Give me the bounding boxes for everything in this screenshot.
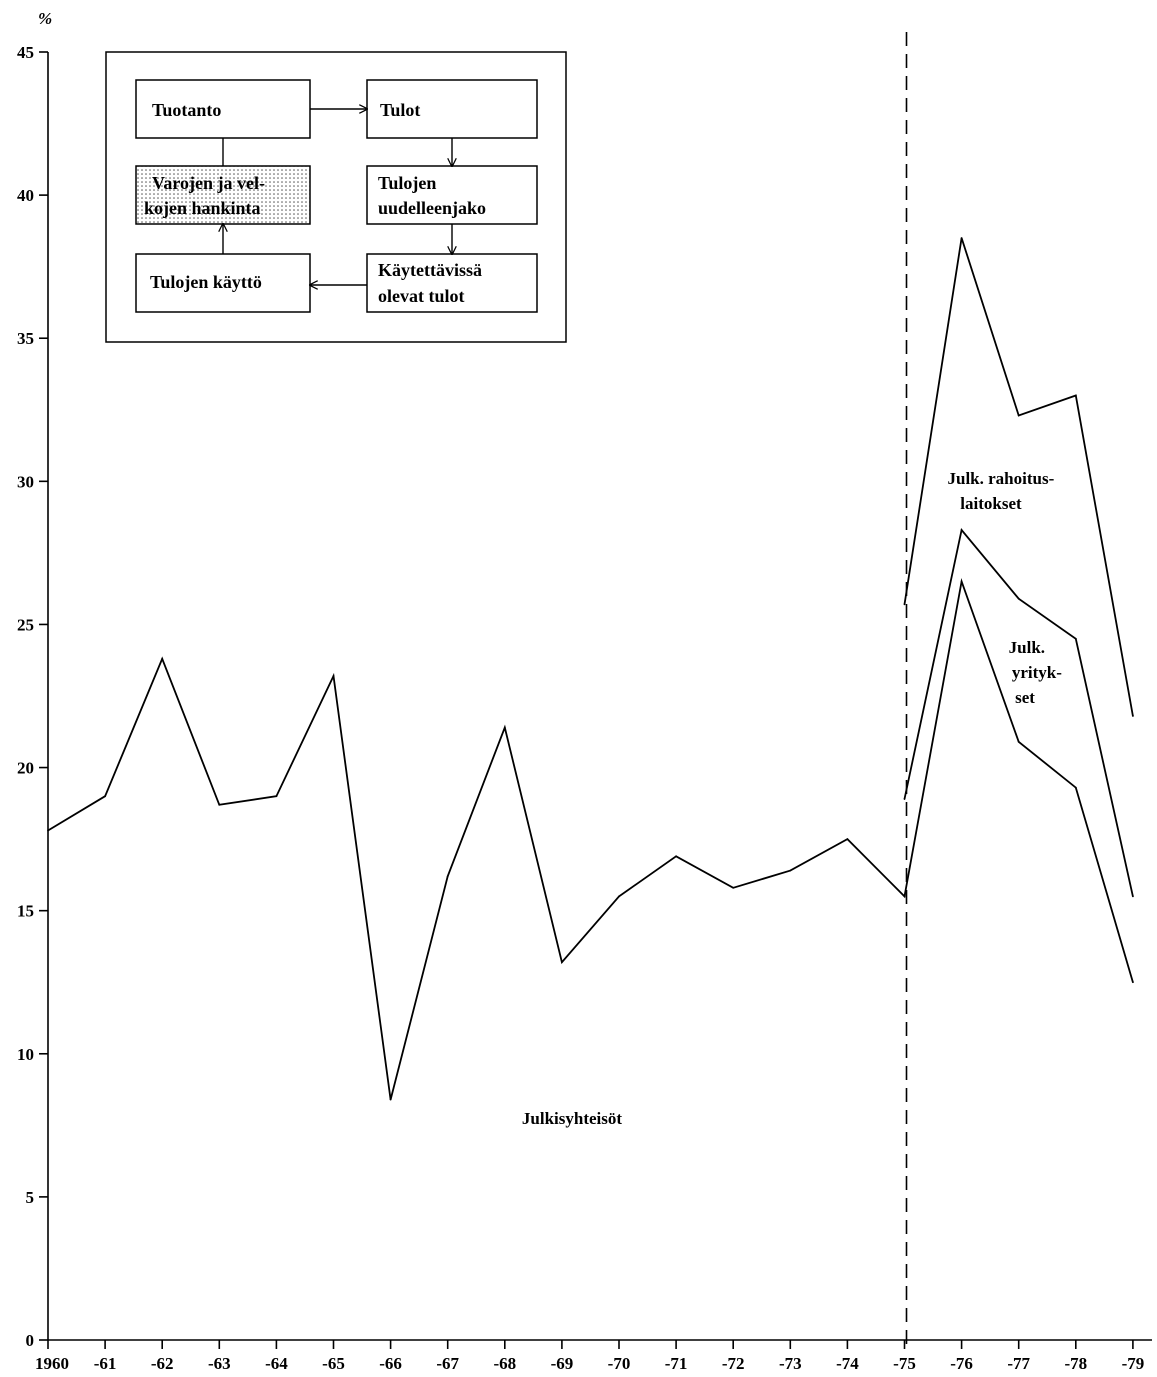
x-tick-label: -79	[1122, 1354, 1145, 1373]
x-tick-label: -61	[94, 1354, 117, 1373]
series-julk-yritykset-line	[903, 527, 1134, 897]
x-tick-label: -71	[665, 1354, 688, 1373]
series-layer	[47, 237, 1134, 1101]
box-uudelleenjako-label: Tulojen uudelleenjako	[378, 173, 486, 218]
series-julk-yritykset-point	[1132, 895, 1134, 898]
series-julkisyhteisot-point	[104, 795, 106, 798]
box-kaytettavissa-line2: olevat tulot	[378, 286, 464, 306]
series-julkisyhteisot-point	[732, 886, 735, 889]
y-axis-label: %	[38, 9, 52, 28]
series-label-yritykset: Julk. yrityk- set	[1009, 638, 1066, 707]
series-julkisyhteisot-point	[47, 829, 49, 832]
x-tick-label: -62	[151, 1354, 174, 1373]
x-tick-label: -76	[950, 1354, 973, 1373]
series-julkisyhteisot-point	[161, 657, 164, 660]
series-julkisyhteisot-point	[503, 726, 506, 729]
y-tick-label: 10	[17, 1045, 34, 1064]
y-tick-label: 15	[17, 902, 34, 921]
series-julkisyhteisot-point	[218, 803, 221, 806]
x-tick-label: -68	[493, 1354, 516, 1373]
series-julkisyhteisot-point	[675, 855, 677, 858]
box-hankinta-line2: kojen hankinta	[144, 198, 261, 218]
box-uudelleenjako-line1: Tulojen	[378, 173, 436, 193]
y-tick-label: 35	[17, 329, 34, 348]
series-julkisyhteisot-point	[1132, 981, 1134, 984]
y-tick-label: 5	[26, 1188, 35, 1207]
x-tick-label: -75	[893, 1354, 916, 1373]
series-julkisyhteisot-point	[960, 580, 963, 583]
series-julkisyhteisot-point	[561, 961, 563, 964]
x-tick-label: -66	[379, 1354, 402, 1373]
x-axis-ticks: 1960 -61 -62 -63 -64 -65 -66 -67 -68 -69 -70 -71 -72…	[35, 1340, 1144, 1373]
y-axis-ticks: 0 5 10 15 20 25 30 35 40 45	[17, 43, 48, 1350]
x-tick-label: -74	[836, 1354, 859, 1373]
series-julk-rahoituslaitokset-point	[1132, 715, 1134, 717]
series-julkisyhteisot-point	[1017, 740, 1020, 743]
x-tick-label: -70	[608, 1354, 631, 1373]
x-tick-label: -77	[1007, 1354, 1030, 1373]
box-hankinta-label: Varojen ja vel- kojen hankinta	[144, 173, 269, 218]
x-tick-label: -78	[1064, 1354, 1087, 1373]
box-kaytettavissa-label: Käytettävissä olevat tulot	[378, 260, 486, 306]
series-label-julkisyhteisot: Julkisyhteisöt	[522, 1109, 622, 1128]
x-tick-label: -65	[322, 1354, 345, 1373]
box-kaytettavissa-line1: Käytettävissä	[378, 260, 482, 280]
y-tick-label: 25	[17, 615, 34, 634]
series-label-rahoituslaitokset-line2: laitokset	[960, 494, 1022, 513]
series-julk-yritykset-point	[903, 798, 906, 800]
box-hankinta-line1: Varojen ja vel-	[152, 173, 265, 193]
flow-diagram-inset: Tuotanto Tulot Varojen ja vel- kojen han…	[105, 51, 567, 343]
series-julkisyhteisot-line	[47, 578, 1134, 1100]
y-tick-label: 40	[17, 186, 34, 205]
series-label-rahoituslaitokset-line1: Julk. rahoitus-	[948, 469, 1055, 488]
box-uudelleenjako-line2: uudelleenjako	[378, 198, 486, 218]
series-label-yritykset-line2: yrityk-	[1012, 663, 1062, 682]
x-tick-label: -72	[722, 1354, 745, 1373]
y-tick-label: 0	[26, 1331, 35, 1350]
series-julk-rahoituslaitokset-point	[903, 603, 906, 606]
series-julkisyhteisot-point	[332, 675, 335, 677]
series-julk-rahoituslaitokset-point	[1074, 394, 1077, 397]
box-kaytettavissa	[366, 253, 538, 313]
series-julkisyhteisot-point	[903, 895, 906, 898]
series-julk-yritykset-point	[1074, 637, 1077, 640]
series-julkisyhteisot-point	[846, 838, 849, 841]
x-tick-label: 1960	[35, 1354, 69, 1373]
y-tick-label: 20	[17, 759, 34, 778]
x-tick-label: -63	[208, 1354, 231, 1373]
box-tuotanto-label: Tuotanto	[152, 100, 221, 120]
box-tulot-label: Tulot	[380, 100, 420, 120]
series-julk-rahoituslaitokset-point	[1017, 414, 1020, 417]
series-label-yritykset-line3: set	[1015, 688, 1035, 707]
box-uudelleenjako	[366, 165, 538, 225]
series-julkisyhteisot-point	[275, 795, 278, 798]
x-tick-label: -67	[436, 1354, 459, 1373]
series-julk-rahoituslaitokset-point	[960, 237, 963, 239]
box-hankinta	[135, 165, 311, 225]
series-julk-yritykset-point	[960, 529, 963, 531]
series-julkisyhteisot-point	[789, 869, 792, 872]
x-tick-label: -69	[551, 1354, 574, 1373]
x-tick-label: -64	[265, 1354, 288, 1373]
series-julkisyhteisot-point	[446, 875, 449, 878]
series-julk-yritykset-point	[1017, 597, 1020, 600]
y-tick-label: 30	[17, 472, 34, 491]
box-kaytto-label: Tulojen käyttö	[150, 272, 262, 292]
series-julkisyhteisot-point	[389, 1098, 392, 1101]
series-label-yritykset-line1: Julk.	[1009, 638, 1045, 657]
y-tick-label: 45	[17, 43, 34, 62]
series-julkisyhteisot-point	[1074, 786, 1077, 789]
series-label-rahoituslaitokset: Julk. rahoitus- laitokset	[948, 469, 1059, 513]
series-julkisyhteisot-point	[618, 895, 620, 898]
x-tick-label: -73	[779, 1354, 802, 1373]
